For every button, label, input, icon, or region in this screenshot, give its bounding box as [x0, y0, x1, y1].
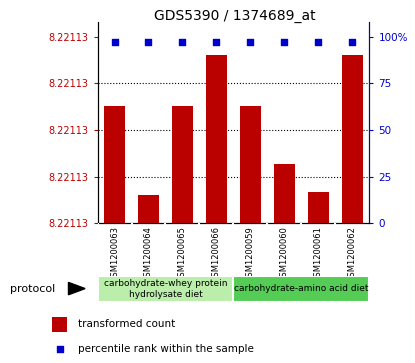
Bar: [206, 55, 227, 223]
Text: GSM1200063: GSM1200063: [110, 226, 119, 282]
Point: [56, 346, 63, 352]
Bar: [240, 106, 261, 223]
Point: [315, 40, 322, 45]
Text: GSM1200066: GSM1200066: [212, 226, 221, 282]
Text: GSM1200065: GSM1200065: [178, 226, 187, 282]
Text: GSM1200062: GSM1200062: [348, 226, 357, 282]
Point: [111, 40, 118, 45]
Text: protocol: protocol: [10, 284, 56, 294]
Text: percentile rank within the sample: percentile rank within the sample: [78, 344, 254, 354]
Bar: [138, 195, 159, 223]
Bar: [98, 276, 233, 302]
Point: [179, 40, 186, 45]
Text: GSM1200059: GSM1200059: [246, 226, 255, 282]
Text: transformed count: transformed count: [78, 319, 175, 330]
Polygon shape: [68, 282, 85, 295]
Bar: [172, 106, 193, 223]
Text: GSM1200060: GSM1200060: [280, 226, 289, 282]
Bar: [308, 192, 329, 223]
Text: GSM1200064: GSM1200064: [144, 226, 153, 282]
Bar: [233, 276, 369, 302]
Bar: [342, 55, 363, 223]
Point: [213, 40, 220, 45]
Text: GDS5390 / 1374689_at: GDS5390 / 1374689_at: [154, 9, 315, 23]
Bar: [274, 164, 295, 223]
Text: carbohydrate-whey protein
hydrolysate diet: carbohydrate-whey protein hydrolysate di…: [104, 279, 227, 299]
Point: [145, 40, 152, 45]
Bar: [52, 317, 67, 332]
Point: [247, 40, 254, 45]
Point: [281, 40, 288, 45]
Text: GSM1200061: GSM1200061: [314, 226, 323, 282]
Bar: [104, 106, 124, 223]
Point: [349, 40, 356, 45]
Text: carbohydrate-amino acid diet: carbohydrate-amino acid diet: [234, 285, 369, 293]
